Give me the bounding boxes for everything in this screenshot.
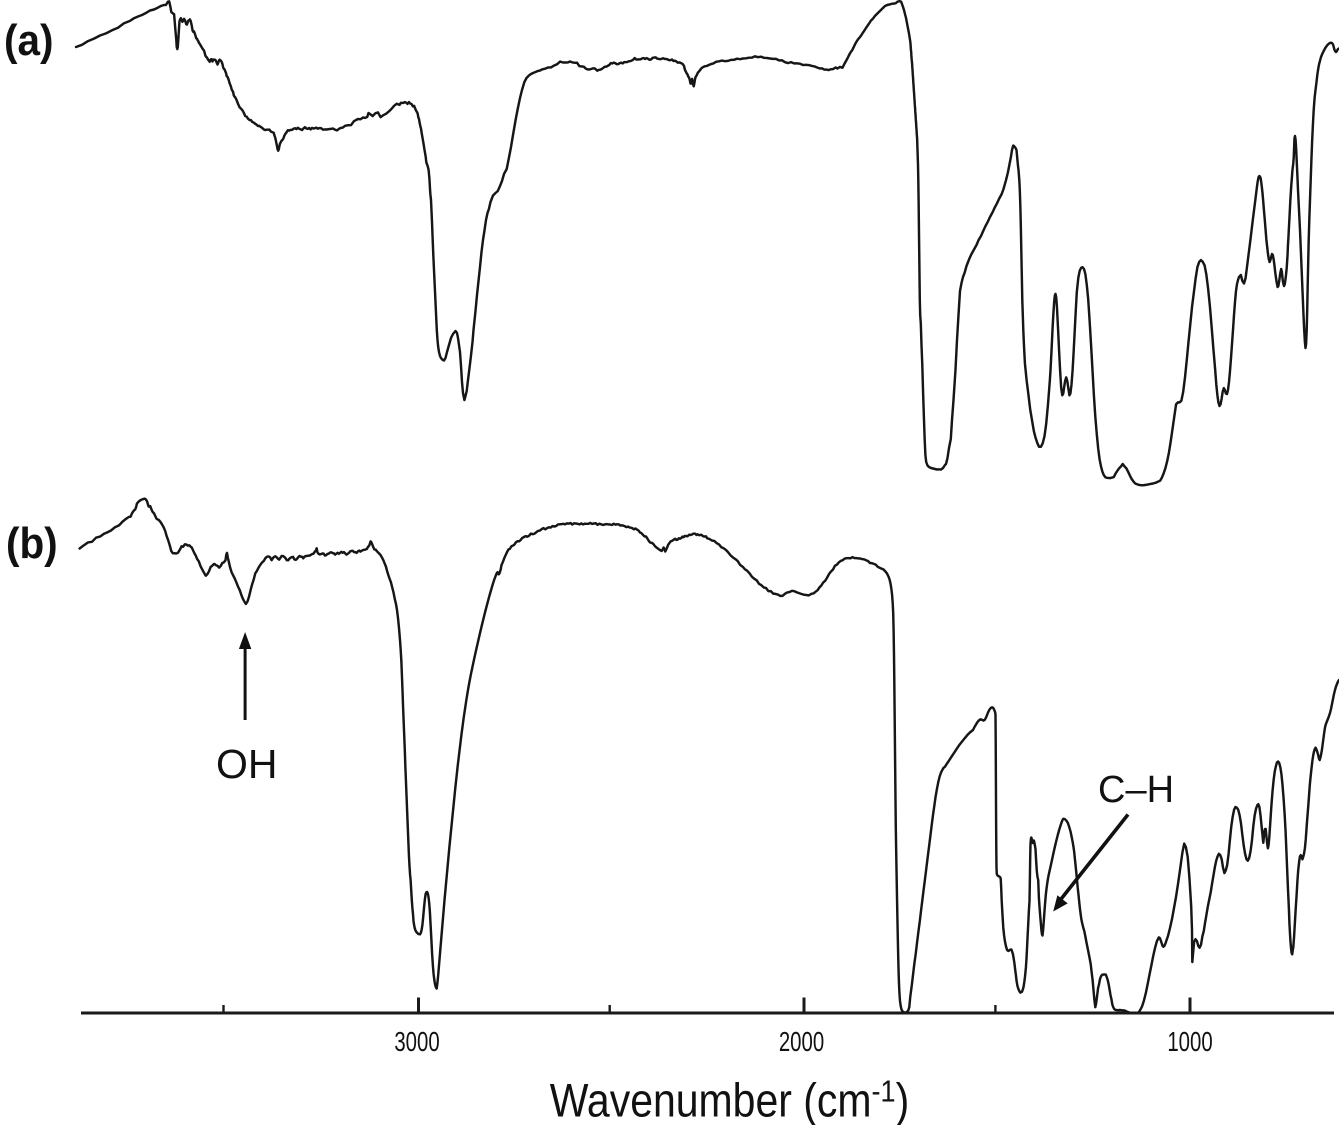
svg-text:3000: 3000 [394,1027,439,1058]
svg-text:C–H: C–H [1098,769,1174,811]
svg-text:Wavenumber (cm-1): Wavenumber (cm-1) [550,1075,909,1125]
svg-text:(b): (b) [6,518,58,567]
svg-text:1000: 1000 [1167,1027,1212,1058]
svg-text:(a): (a) [4,15,53,64]
svg-text:OH: OH [216,741,278,787]
svg-text:2000: 2000 [779,1027,824,1058]
